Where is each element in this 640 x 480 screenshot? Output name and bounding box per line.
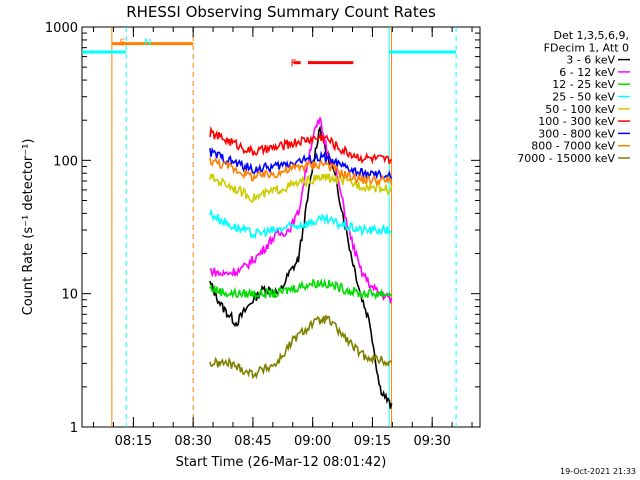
- x-tick-label: 09:30: [413, 434, 450, 449]
- plot-annotations: S N F: [82, 27, 457, 427]
- plot-series: [209, 117, 393, 409]
- x-tick-label: 09:15: [354, 434, 391, 449]
- legend-entry-label: 3 - 6 keV: [566, 54, 615, 67]
- x-tick-label: 08:15: [115, 434, 152, 449]
- x-tick-label: 08:45: [234, 434, 271, 449]
- legend-entry-label: 12 - 25 keV: [552, 78, 615, 91]
- legend-entry-label: 50 - 100 keV: [545, 103, 615, 116]
- legend-header-line: Det 1,3,5,6,9,: [553, 29, 629, 42]
- series-line-5: [209, 125, 393, 165]
- chart-title: RHESSI Observing Summary Count Rates: [126, 3, 436, 21]
- plot-frame: [81, 26, 481, 428]
- legend-entry-label: 300 - 800 keV: [538, 127, 615, 140]
- annotation-s: S: [119, 37, 125, 48]
- x-tick-label: 09:00: [294, 434, 331, 449]
- series-line-3: [209, 207, 393, 240]
- axes: 1 10 100 1000 08:15 08:30 08:45 09:00 09:15 09:30: [45, 21, 480, 449]
- y-axis-label: Count Rate (s⁻¹ detector⁻¹): [21, 139, 36, 316]
- series-line-6: [209, 146, 393, 180]
- y-tick-label: 100: [53, 154, 78, 169]
- legend-entry-label: 100 - 300 keV: [538, 115, 615, 128]
- series-line-8: [209, 314, 393, 380]
- timestamp: 19-Oct-2021 21:33: [560, 467, 636, 476]
- legend-entry-label: 7000 - 15000 keV: [517, 152, 615, 165]
- legend-entry-label: 6 - 12 keV: [559, 66, 615, 79]
- annotation-f: F: [291, 59, 297, 70]
- legend-header-line: FDecim 1, Att 0: [544, 41, 629, 54]
- legend: Det 1,3,5,6,9,FDecim 1, Att 03 - 6 keV6 …: [517, 29, 630, 165]
- series-line-1: [209, 117, 393, 305]
- legend-entry-label: 25 - 50 keV: [552, 91, 615, 104]
- series-line-4: [209, 173, 393, 203]
- series-line-7: [209, 157, 393, 188]
- series-line-2: [209, 278, 393, 301]
- x-tick-label: 08:30: [174, 434, 211, 449]
- x-axis-label: Start Time (26-Mar-12 08:01:42): [176, 455, 387, 470]
- y-tick-label: 1: [70, 421, 78, 436]
- y-tick-label: 1000: [45, 21, 78, 36]
- y-tick-label: 10: [61, 288, 78, 303]
- annotation-n: N: [144, 37, 151, 48]
- legend-entry-label: 800 - 7000 keV: [531, 140, 615, 153]
